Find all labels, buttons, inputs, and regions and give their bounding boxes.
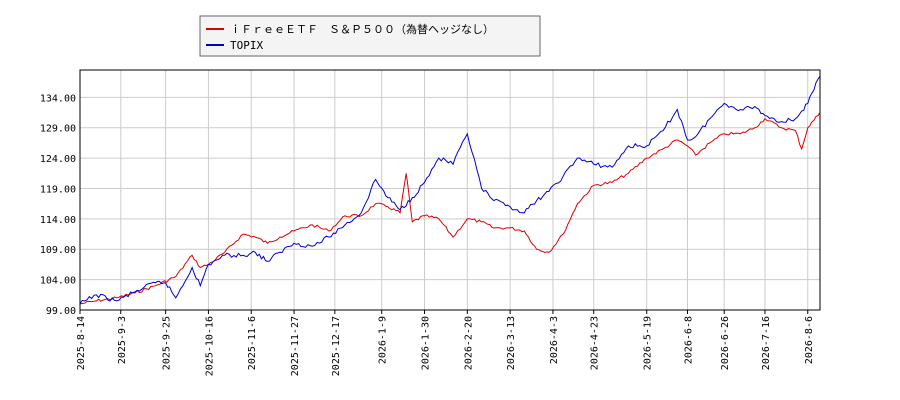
x-tick-label: 2026-6-8 bbox=[683, 316, 694, 364]
x-tick-label: 2026-2-20 bbox=[463, 316, 474, 370]
y-tick-label: 129.00 bbox=[40, 124, 76, 135]
series-line-1 bbox=[79, 75, 821, 305]
legend: ｉＦｒｅｅＥＴＦ Ｓ＆Ｐ５００（為替ヘッジなし） TOPIX bbox=[199, 15, 541, 57]
x-tick-label: 2025-9-3 bbox=[117, 316, 128, 364]
y-tick-label: 114.00 bbox=[40, 215, 76, 226]
x-tick-label: 2026-3-13 bbox=[506, 316, 517, 370]
x-tick-label: 2026-5-19 bbox=[643, 316, 654, 370]
x-tick-label: 2025-11-6 bbox=[247, 316, 258, 370]
y-tick-label: 99.00 bbox=[46, 306, 76, 317]
x-tick-label: 2025-8-14 bbox=[76, 316, 87, 370]
x-tick-label: 2026-1-9 bbox=[378, 316, 389, 364]
x-tick-label: 2026-4-3 bbox=[549, 316, 560, 364]
x-tick-label: 2025-11-27 bbox=[290, 316, 301, 376]
x-tick-label: 2026-6-26 bbox=[720, 316, 731, 370]
y-tick-label: 124.00 bbox=[40, 154, 76, 165]
y-tick-label: 134.00 bbox=[40, 93, 76, 104]
axis-ticks: 99.00 104.00 109.00 114.00 119.00 124.00 129.0… bbox=[40, 93, 815, 376]
x-tick-label: 2026-7-16 bbox=[761, 316, 772, 370]
y-tick-label: 119.00 bbox=[40, 184, 76, 195]
x-tick-label: 2025-10-16 bbox=[204, 316, 215, 376]
grid bbox=[80, 70, 820, 310]
legend-box bbox=[199, 15, 541, 57]
x-tick-label: 2026-8-6 bbox=[804, 316, 815, 364]
series-lines bbox=[79, 75, 821, 305]
legend-label-series-0: ｉＦｒｅｅＥＴＦ Ｓ＆Ｐ５００（為替ヘッジなし） bbox=[230, 22, 494, 36]
x-tick-label: 2026-4-23 bbox=[590, 316, 601, 370]
y-tick-label: 104.00 bbox=[40, 276, 76, 287]
series-line-0 bbox=[79, 112, 821, 305]
legend-label-series-1: TOPIX bbox=[230, 39, 263, 52]
plot-frame bbox=[79, 69, 821, 311]
x-tick-label: 2026-1-30 bbox=[421, 316, 432, 370]
x-tick-label: 2025-9-25 bbox=[162, 316, 173, 370]
x-tick-label: 2025-12-17 bbox=[331, 316, 342, 376]
y-tick-label: 109.00 bbox=[40, 245, 76, 256]
